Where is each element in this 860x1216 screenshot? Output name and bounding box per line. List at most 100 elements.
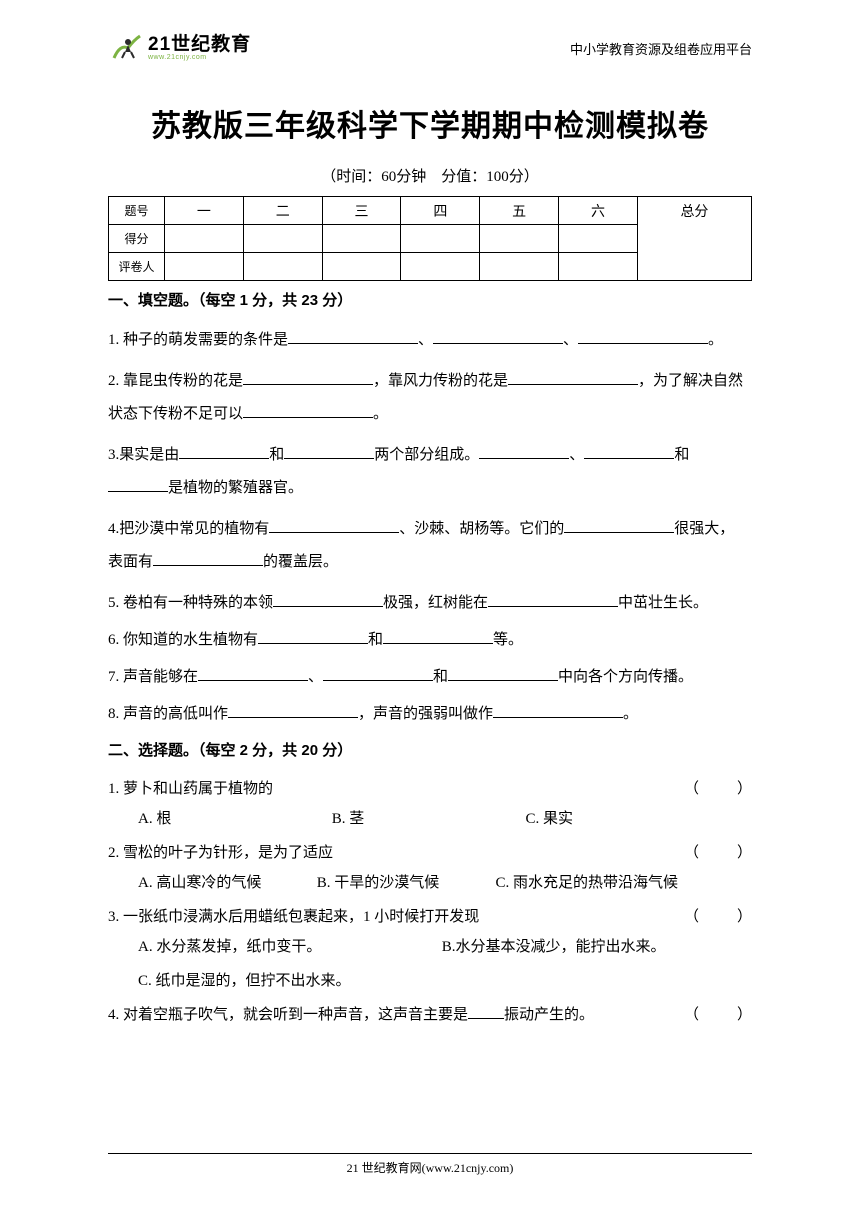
score-cell [243, 253, 322, 281]
q-text: 3. 一张纸巾浸满水后用蜡纸包裹起来，1 小时候打开发现 [108, 902, 684, 932]
blank [448, 665, 558, 682]
q-text: 1. 种子的萌发需要的条件是 [108, 332, 288, 348]
score-cell [322, 225, 401, 253]
s1-q7: 7. 声音能够在、和中向各个方向传播。 [108, 661, 752, 694]
page-header: 21世纪教育 www.21cnjy.com 中小学教育资源及组卷应用平台 [0, 0, 860, 76]
score-cell [165, 253, 244, 281]
section1-heading: 一、填空题。（每空 1 分，共 23 分） [108, 289, 752, 310]
q-text: 极强，红树能在 [383, 595, 488, 611]
table-row: 题号 一 二 三 四 五 六 总分 [109, 197, 752, 225]
option: C. 纸巾是湿的，但拧不出水来。 [138, 966, 351, 996]
option: A. 高山寒冷的气候 [138, 868, 313, 898]
blank [383, 628, 493, 645]
blank [243, 369, 373, 386]
blank [258, 628, 368, 645]
blank [468, 1003, 504, 1020]
q-text: ，靠风力传粉的花是 [373, 373, 508, 389]
score-cell [243, 225, 322, 253]
score-cell [559, 225, 638, 253]
score-cell [401, 253, 480, 281]
option: C. 雨水充足的热带沿海气候 [496, 868, 679, 898]
score-cell [401, 225, 480, 253]
blank [578, 328, 708, 345]
col-header: 一 [165, 197, 244, 225]
q-text: 中茁壮生长。 [618, 595, 708, 611]
s1-q2: 2. 靠昆虫传粉的花是 ，靠风力传粉的花是 ，为了解决自然 状态下传粉不足可以 。 [108, 365, 752, 431]
content-area: 苏教版三年级科学下学期期中检测模拟卷 （时间：60分钟 分值：100分） 题号 … [0, 101, 860, 1030]
score-cell [480, 225, 559, 253]
s2-q2-stem: 2. 雪松的叶子为针形，是为了适应 （） [108, 838, 752, 868]
q-text: 。 [708, 332, 723, 348]
score-cell [559, 253, 638, 281]
s2-q4-stem: 4. 对着空瓶子吹气，就会听到一种声音，这声音主要是振动产生的。 （） [108, 1000, 752, 1030]
blank [179, 443, 269, 460]
answer-paren: （） [684, 902, 752, 932]
blank [323, 665, 433, 682]
s2-q3-options-1: A. 水分蒸发掉，纸巾变干。 B.水分基本没减少，能拧出水来。 [108, 932, 752, 962]
q-text: 、 [308, 669, 323, 685]
blank [153, 550, 263, 567]
answer-paren: （） [684, 1000, 752, 1030]
q-text: 。 [373, 406, 388, 422]
col-total: 总分 [637, 197, 751, 281]
s1-q4: 4.把沙漠中常见的植物有、沙棘、胡杨等。它们的很强大， 表面有的覆盖层。 [108, 513, 752, 579]
q-text: 和 [674, 447, 689, 463]
s2-q3-stem: 3. 一张纸巾浸满水后用蜡纸包裹起来，1 小时候打开发现 （） [108, 902, 752, 932]
blank [228, 702, 358, 719]
blank [508, 369, 638, 386]
s2-q1-stem: 1. 萝卜和山药属于植物的 （） [108, 774, 752, 804]
score-cell [322, 253, 401, 281]
blank [284, 443, 374, 460]
col-header: 六 [559, 197, 638, 225]
logo-main-text: 21世纪教育 [148, 35, 251, 54]
q-text: ，为了解决自然 [638, 373, 743, 389]
option: A. 水分蒸发掉，纸巾变干。 [138, 932, 438, 962]
exam-info: （时间：60分钟 分值：100分） [108, 165, 752, 186]
q-text: 1. 萝卜和山药属于植物的 [108, 774, 684, 804]
blank [493, 702, 623, 719]
q-text: 3.果实是由 [108, 447, 179, 463]
blank [243, 402, 373, 419]
q-text: 4.把沙漠中常见的植物有 [108, 521, 269, 537]
s1-q3: 3.果实是由和两个部分组成。、和 是植物的繁殖器官。 [108, 439, 752, 505]
header-right-text: 中小学教育资源及组卷应用平台 [570, 39, 752, 58]
q-text: 等。 [493, 632, 523, 648]
q-text: 状态下传粉不足可以 [108, 406, 243, 422]
col-header: 四 [401, 197, 480, 225]
score-cell [480, 253, 559, 281]
footer-divider [108, 1153, 752, 1154]
blank [433, 328, 563, 345]
blank [488, 591, 618, 608]
q-text: 8. 声音的高低叫作 [108, 706, 228, 722]
col-header: 三 [322, 197, 401, 225]
q-text: 6. 你知道的水生植物有 [108, 632, 258, 648]
q-text: 2. 雪松的叶子为针形，是为了适应 [108, 838, 684, 868]
option: B.水分基本没减少，能拧出水来。 [442, 932, 666, 962]
answer-paren: （） [684, 838, 752, 868]
q-text: ，声音的强弱叫做作 [358, 706, 493, 722]
answer-paren: （） [684, 774, 752, 804]
q-text: 中向各个方向传播。 [558, 669, 693, 685]
q-text: 和 [433, 669, 448, 685]
row-label: 题号 [109, 197, 165, 225]
blank [273, 591, 383, 608]
q-text: 很强大， [674, 521, 734, 537]
q-text: 是植物的繁殖器官。 [168, 480, 303, 496]
q-text: 、 [563, 332, 578, 348]
blank [288, 328, 418, 345]
q-text: 4. 对着空瓶子吹气，就会听到一种声音，这声音主要是振动产生的。 [108, 1000, 684, 1030]
main-title: 苏教版三年级科学下学期期中检测模拟卷 [108, 101, 752, 145]
q-text: 和 [368, 632, 383, 648]
option: B. 茎 [332, 804, 522, 834]
q-text: 2. 靠昆虫传粉的花是 [108, 373, 243, 389]
s2-q3-options-2: C. 纸巾是湿的，但拧不出水来。 [108, 966, 752, 996]
s1-q5: 5. 卷柏有一种特殊的本领极强，红树能在中茁壮生长。 [108, 587, 752, 620]
s2-q2-options: A. 高山寒冷的气候 B. 干旱的沙漠气候 C. 雨水充足的热带沿海气候 [108, 868, 752, 898]
q-text: 的覆盖层。 [263, 554, 338, 570]
s1-q1: 1. 种子的萌发需要的条件是、、。 [108, 324, 752, 357]
blank [564, 517, 674, 534]
blank [198, 665, 308, 682]
q-part: 振动产生的。 [504, 1007, 594, 1023]
section2-heading: 二、选择题。（每空 2 分，共 20 分） [108, 739, 752, 760]
score-table: 题号 一 二 三 四 五 六 总分 得分 评卷人 [108, 196, 752, 281]
